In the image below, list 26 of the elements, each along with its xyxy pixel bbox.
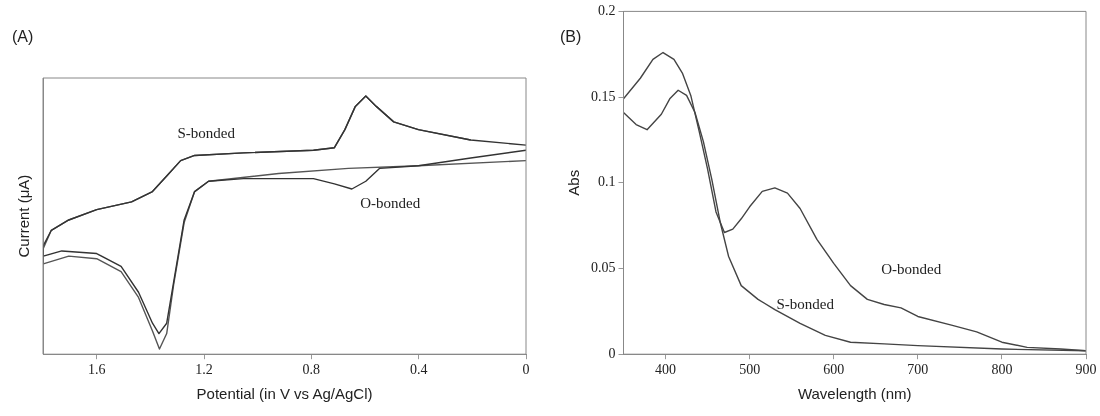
chart-title: (A) bbox=[12, 28, 34, 46]
x-tick-label: 900 bbox=[1075, 362, 1097, 378]
y-tick-label: 0.05 bbox=[591, 260, 616, 276]
y-tick-label: 0 bbox=[608, 345, 616, 361]
y-tick-label: 0.2 bbox=[598, 3, 616, 19]
x-axis-title: Potential (in V vs Ag/AgCl) bbox=[196, 385, 373, 403]
x-axis-title: Wavelength (nm) bbox=[797, 385, 912, 403]
series-label: O-bonded bbox=[881, 260, 942, 277]
x-tick-label: 1.2 bbox=[195, 362, 213, 378]
annotation: S-bonded bbox=[177, 125, 236, 142]
x-tick-label: 400 bbox=[655, 362, 677, 378]
annotation: O-bonded bbox=[360, 194, 421, 211]
x-tick-label: 0.4 bbox=[409, 362, 428, 378]
x-tick-label: 0.8 bbox=[302, 362, 321, 378]
y-axis-title: Abs bbox=[565, 169, 583, 196]
x-tick-label: 700 bbox=[907, 362, 929, 378]
x-tick-label: 600 bbox=[823, 362, 845, 378]
x-tick-label: 0 bbox=[522, 362, 530, 378]
y-axis-title: Current (μA) bbox=[15, 174, 33, 258]
y-tick-label: 0.1 bbox=[598, 174, 616, 190]
series-label: S-bonded bbox=[776, 296, 835, 313]
x-tick-label: 1.6 bbox=[87, 362, 106, 378]
y-tick-label: 0.15 bbox=[591, 88, 616, 104]
text: (B) bbox=[560, 28, 582, 46]
x-tick-label: 500 bbox=[739, 362, 761, 378]
x-tick-label: 800 bbox=[991, 362, 1013, 378]
